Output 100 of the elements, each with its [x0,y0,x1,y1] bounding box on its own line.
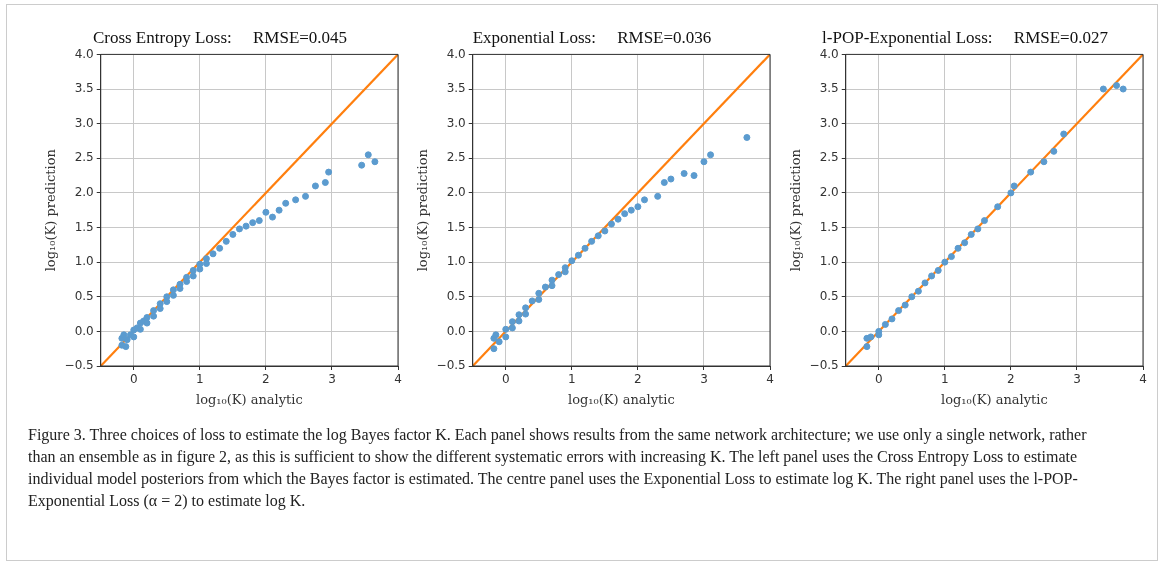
point [1099,85,1107,93]
point [627,206,635,214]
point [1027,168,1035,176]
point [371,158,379,166]
point [515,311,523,319]
x-tick-label: 4 [1139,372,1147,387]
point [302,192,310,200]
y-tick-label: 1.0 [446,254,466,269]
point [654,192,662,200]
y-tick-label: 1.0 [74,254,94,269]
point [275,206,283,214]
point [707,151,715,159]
point [967,230,975,238]
y-tick-label: −0.5 [64,358,94,373]
x-tick-label: 0 [874,372,883,387]
point [235,225,243,233]
point [515,317,523,325]
point [1010,182,1018,190]
y-axis-title: log₁₀(K) prediction [415,148,431,272]
point [249,219,257,227]
point [209,250,217,258]
point [974,225,982,233]
point [690,172,698,180]
point [196,265,204,273]
point [640,196,648,204]
y-tick-label: 0.0 [446,323,466,338]
x-tick-label: 0 [501,372,510,387]
point [1007,189,1015,197]
x-tick-label: 3 [328,372,336,387]
point [941,258,949,266]
point [548,276,556,284]
point [867,333,875,341]
point [588,237,596,245]
chart-title: Exponential Loss: RMSE=0.036 [472,27,712,47]
y-axis-title: log₁₀(K) prediction [43,148,59,272]
point [601,227,609,235]
point [255,217,263,225]
point [528,297,536,305]
y-tick-label: 1.5 [446,219,466,234]
point [202,260,210,268]
y-tick-label: 2.0 [74,185,94,200]
x-tick-label: 1 [941,372,949,387]
point [502,325,510,333]
point [634,203,642,211]
x-tick-label: 2 [634,372,642,387]
point [495,338,503,346]
point [548,282,556,290]
point [325,168,333,176]
point [895,307,903,315]
point [490,345,498,353]
point [901,301,909,309]
y-tick-label: 1.5 [74,219,94,234]
y-tick-label: 4.0 [819,46,839,61]
point [568,257,576,265]
point [535,296,543,304]
point [921,279,929,287]
point [502,333,510,341]
point [1040,158,1048,166]
point [163,298,171,306]
point [1050,147,1058,155]
x-tick-label: 4 [394,372,402,387]
x-axis-title: log₁₀(K) analytic [940,391,1048,407]
y-tick-label: 4.0 [446,46,466,61]
point [169,286,177,294]
y-tick-label: 3.5 [819,81,839,96]
point [535,289,543,297]
point [574,251,582,259]
point [122,343,130,351]
y-tick-label: 4.0 [74,46,94,61]
x-axis-title: log₁₀(K) analytic [567,391,675,407]
point [980,217,988,225]
point [607,220,615,228]
point [594,232,602,240]
caption: Figure 3. Three choices of loss to estimate the log Bayes factor K. Each panel shows results from the same network architecture; we use only a single network, rather than an ensemble as in figure 2, as this is sufficient to show the different systematic errors with increasing K. The left panel uses the Cross Entropy Loss to estimate individual model posteriors from which the Bayes factor is estimated. The centre panel uses the Exponential Loss to estimate log K. The right panel uses the l-POP-Exponential Loss (α = 2) to estimate log K. [28,425,1088,512]
chart-title: Cross Entropy Loss: RMSE=0.045 [92,27,348,47]
point [364,151,372,159]
x-tick-label: 3 [700,372,708,387]
point [222,237,230,245]
x-tick-label: 0 [129,372,138,387]
point [700,158,708,166]
point [262,208,270,216]
y-tick-label: 0.5 [819,288,839,303]
x-axis-title: log₁₀(K) analytic [195,391,303,407]
point [123,336,131,344]
chart-title: l-POP-Exponential Loss: RMSE=0.027 [822,27,1109,47]
point [888,315,896,323]
y-tick-label: 0.0 [819,323,839,338]
x-tick-label: 2 [1007,372,1015,387]
y-tick-label: 2.5 [446,150,466,165]
point [743,133,751,141]
point [169,291,177,299]
y-tick-label: −0.5 [809,358,839,373]
point [908,293,916,301]
point [954,244,962,252]
point [150,312,158,320]
y-tick-label: 3.5 [74,81,94,96]
point [268,213,276,221]
x-tick-label: 1 [568,372,576,387]
y-axis-title: log₁₀(K) prediction [788,148,804,272]
y-tick-label: −0.5 [436,358,466,373]
